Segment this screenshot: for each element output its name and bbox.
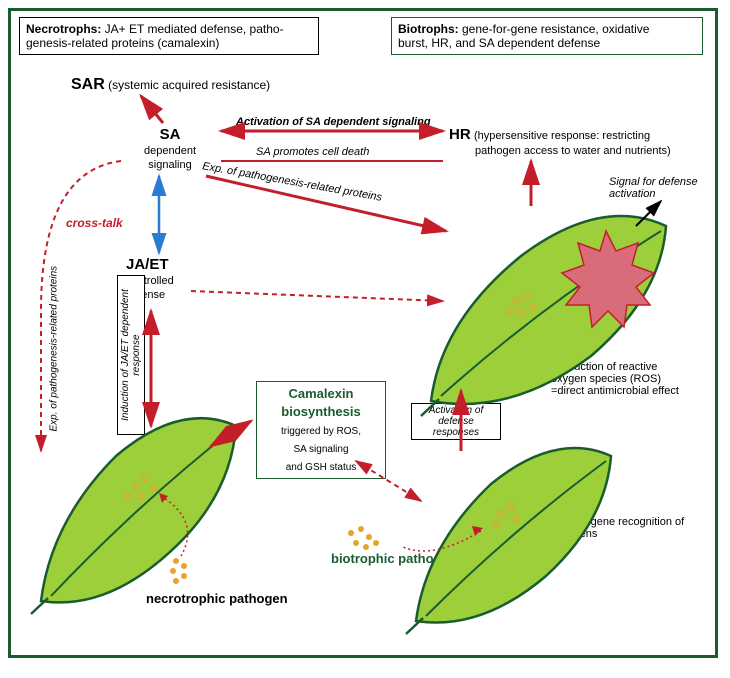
exp-path-label: Exp. of pathogenesis-related proteins	[201, 160, 383, 203]
cam-l3: triggered by ROS,	[281, 426, 361, 437]
leaf-right	[411, 201, 691, 421]
sa-s1: dependent	[144, 145, 196, 157]
exp-path2-label: Exp. of pathogenesis-related proteins	[49, 222, 60, 432]
hr-s1: (hypersensitive response: restricting	[474, 130, 650, 142]
sar-t: SAR	[71, 76, 105, 93]
necro-l3: genesis-related proteins (camalexin)	[26, 36, 219, 50]
leaf-bio	[401, 436, 621, 636]
sa-s2: signaling	[148, 159, 191, 171]
biotrophs-box: Biotrophs: gene-for-gene resistance, oxi…	[391, 17, 703, 55]
act-sa-label: Activation of SA dependent signaling	[236, 116, 431, 128]
cam-l5: and GSH status	[286, 462, 357, 473]
necro-title: Necrotrophs:	[26, 22, 101, 36]
bio-dots-icon	[341, 521, 391, 561]
necrotrophs-box: Necrotrophs: JA+ ET mediated defense, pa…	[19, 17, 319, 55]
sigdef-label: Signal for defense activation	[609, 176, 709, 200]
induct-label: Induction of JA/ET dependent response	[120, 289, 142, 421]
sa-t: SA	[160, 126, 181, 143]
sa-node: SA dependent signaling	[125, 126, 215, 171]
crosstalk-label: cross-talk	[66, 216, 123, 230]
necro-l2: JA+ ET mediated defense, patho-	[101, 22, 283, 36]
bio-title: Biotrophs:	[398, 22, 459, 36]
cam-l1: Camalexin	[288, 386, 353, 401]
camalexin-box: Camalexin biosynthesis triggered by ROS,…	[256, 381, 386, 479]
leaf-necro	[26, 406, 246, 616]
jaet-t: JA/ET	[126, 256, 169, 273]
sa-celldeath-label: SA promotes cell death	[256, 146, 369, 158]
diagram-frame: Necrotrophs: JA+ ET mediated defense, pa…	[8, 8, 718, 658]
cam-l2: biosynthesis	[281, 404, 360, 419]
bio-l3: burst, HR, and SA dependent defense	[398, 36, 600, 50]
sar-node: SAR (systemic acquired resistance)	[71, 76, 270, 94]
bio-l2: gene-for-gene resistance, oxidative	[459, 22, 650, 36]
sar-s: (systemic acquired resistance)	[108, 78, 270, 92]
cam-l4: SA signaling	[293, 444, 348, 455]
hr-node: HR (hypersensitive response: restricting…	[449, 126, 671, 157]
hr-t: HR	[449, 126, 471, 143]
hr-s2: pathogen access to water and nutrients)	[475, 145, 671, 157]
